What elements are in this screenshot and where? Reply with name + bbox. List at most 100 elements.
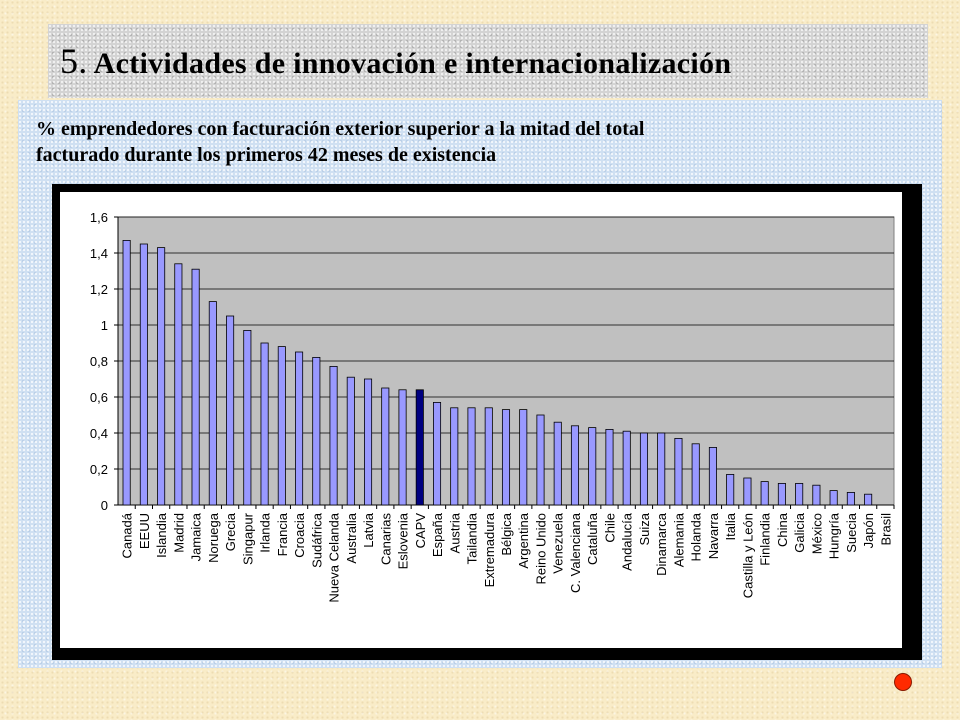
x-tick-label: España <box>430 512 445 557</box>
bar-jap-n <box>864 493 873 506</box>
bar-nueva-celanda <box>329 365 338 506</box>
x-tick-label: Venezuela <box>551 512 566 573</box>
x-tick-label: Bélgica <box>499 512 514 555</box>
chart-subtitle: % emprendedores con facturación exterior… <box>36 116 916 168</box>
title-number: 5. <box>60 41 88 81</box>
bar-capv <box>415 389 424 506</box>
x-tick-label: China <box>775 512 790 547</box>
bar-chile <box>605 428 614 506</box>
bar-jamaica <box>191 268 200 506</box>
x-tick-label: Dinamarca <box>654 512 669 576</box>
nav-dot-button[interactable] <box>894 673 912 691</box>
bar-croacia <box>295 351 304 506</box>
bar-finlandia <box>760 481 769 506</box>
bar-b-lgica <box>501 409 511 506</box>
x-tick-label: Italia <box>723 512 738 540</box>
y-tick-label: 0,8 <box>90 354 108 369</box>
bar-francia <box>277 346 286 506</box>
x-tick-label: Hungría <box>827 512 842 559</box>
x-tick-label: EEUU <box>137 513 152 549</box>
y-tick-label: 0,4 <box>90 426 108 441</box>
bar-dinamarca <box>657 432 666 506</box>
bar-islandia <box>157 247 166 506</box>
slide-title: 5. Actividades de innovación e internacio… <box>60 40 731 82</box>
bar-tailandia <box>467 407 476 506</box>
x-tick-label: Suiza <box>637 512 652 545</box>
x-tick-label: Australia <box>344 512 359 563</box>
bar-m-xico <box>812 484 821 506</box>
bar-argentina <box>519 409 528 506</box>
bar-australia <box>346 376 355 506</box>
title-bar: 5. Actividades de innovación e internacio… <box>48 24 928 98</box>
x-tick-label: Finlandia <box>758 512 773 566</box>
bar-alemania <box>674 437 683 506</box>
bar-andaluc-a <box>622 430 631 506</box>
y-tick-label: 0,2 <box>90 462 108 477</box>
x-tick-label: Galicia <box>792 512 807 553</box>
bar-chart: 0 0,2 0,4 0,6 0,8 1 1,2 1,4 1,6 Canadá EEUU Islandi… <box>90 210 895 603</box>
title-label: Actividades de innovación e internaciona… <box>93 47 732 80</box>
x-tick-label: Canarias <box>378 513 393 566</box>
x-tick-label: Singapur <box>240 512 255 565</box>
bar-china <box>777 482 786 506</box>
y-tick-label: 1,2 <box>90 282 108 297</box>
bar-sud-frica <box>312 356 321 506</box>
x-tick-label: Extremadura <box>482 512 497 587</box>
bar-noruega <box>208 301 217 506</box>
bar-canarias <box>381 387 390 506</box>
x-tick-label: Suecia <box>844 512 859 553</box>
bar-grecia <box>226 315 235 506</box>
chart-area: 0 0,2 0,4 0,6 0,8 1 1,2 1,4 1,6 Canadá EEUU Islandi… <box>60 192 902 648</box>
content-panel: % emprendedores con facturación exterior… <box>18 100 942 668</box>
x-tick-label: Argentina <box>516 512 531 568</box>
x-tick-label: Tailandia <box>465 512 480 564</box>
bar-hungr-a <box>829 490 838 506</box>
x-tick-label: Grecia <box>223 512 238 551</box>
bar-reino-unido <box>536 414 545 506</box>
bar-austria <box>450 407 459 506</box>
subtitle-line-1: % emprendedores con facturación exterior… <box>36 118 645 140</box>
x-tick-label: C. Valenciana <box>568 512 583 593</box>
x-tick-label: Holanda <box>689 512 704 561</box>
x-tick-label: Irlanda <box>258 512 273 553</box>
bar-c-valenciana <box>570 425 579 506</box>
x-tick-label: Japón <box>861 513 876 548</box>
bar-espa-a <box>433 401 442 506</box>
bar-holanda <box>691 443 700 506</box>
bar-venezuela <box>553 421 562 506</box>
bar-canad- <box>122 240 131 506</box>
bar-italia <box>726 473 735 506</box>
x-tick-label: Croacia <box>292 512 307 558</box>
x-tick-label: Reino Unido <box>533 513 548 585</box>
bar-singapur <box>243 329 252 506</box>
x-tick-label: Andalucía <box>620 512 635 571</box>
x-tick-label: Madrid <box>171 513 186 553</box>
chart-frame: 0 0,2 0,4 0,6 0,8 1 1,2 1,4 1,6 Canadá EEUU Islandi… <box>52 184 922 660</box>
y-tick-label: 0 <box>101 498 108 513</box>
x-tick-label: Noruega <box>206 512 221 563</box>
bar-eeuu <box>139 243 148 506</box>
x-tick-label: Chile <box>602 513 617 543</box>
x-tick-label: Francia <box>275 512 290 556</box>
x-tick-label: Nueva Celanda <box>327 512 342 602</box>
x-tick-label: México <box>809 513 824 554</box>
subtitle-line-2: facturado durante los primeros 42 meses … <box>36 144 497 166</box>
y-tick-label: 1,6 <box>90 210 108 225</box>
x-tick-label: Sudáfrica <box>309 512 324 568</box>
bar-madrid <box>174 263 183 506</box>
x-tick-label: Canadá <box>120 512 135 558</box>
x-tick-label: Eslovenia <box>396 512 411 569</box>
x-tick-label: Navarra <box>706 512 721 559</box>
x-tick-label: Austria <box>447 512 462 553</box>
x-tick-label: Brasil <box>878 513 893 546</box>
y-tick-label: 0,6 <box>90 390 108 405</box>
bar-castilla-y-le-n <box>743 477 752 506</box>
bar-galicia <box>795 482 804 506</box>
bar-latvia <box>364 378 373 506</box>
x-tick-label: Cataluña <box>585 512 600 565</box>
bar-navarra <box>708 446 717 506</box>
x-tick-label: Islandia <box>154 512 169 558</box>
x-tick-label: Castilla y León <box>740 513 755 598</box>
y-tick-label: 1 <box>101 318 108 333</box>
x-tick-label: Jamaica <box>189 512 204 561</box>
